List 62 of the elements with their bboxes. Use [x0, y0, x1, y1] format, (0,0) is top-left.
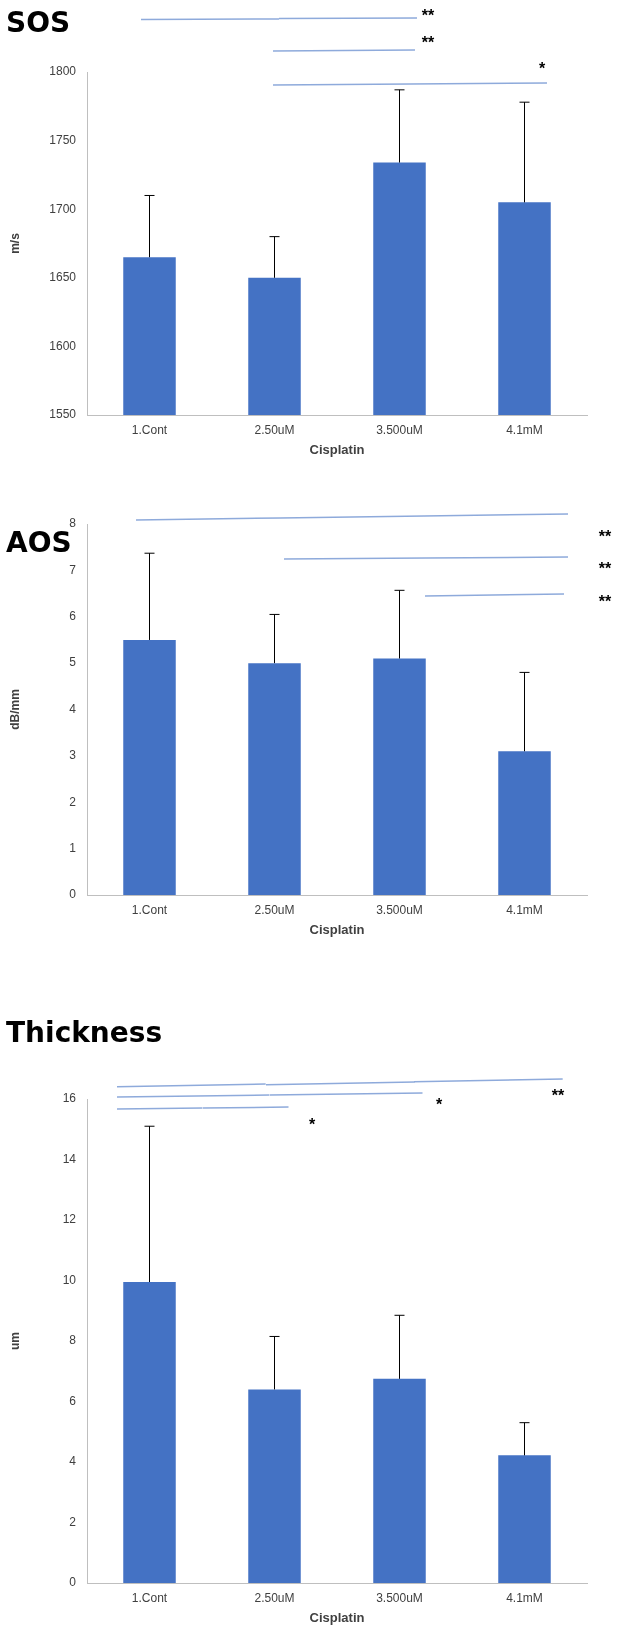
- y-tick-label: 1650: [49, 270, 77, 285]
- bar: [248, 663, 301, 895]
- x-tick-label: 4.1mM: [506, 902, 543, 917]
- x-axis-title: Cisplatin: [309, 1609, 365, 1625]
- x-axis-title: Cisplatin: [309, 441, 365, 457]
- x-axis-title: Cisplatin: [309, 921, 365, 937]
- y-tick-label: 7: [69, 562, 77, 577]
- y-tick-label: 1700: [49, 201, 77, 216]
- annotation: *: [435, 1096, 443, 1114]
- annotation: *: [308, 1116, 316, 1134]
- y-tick-label: 0: [69, 887, 77, 902]
- y-tick-label: 16: [62, 1091, 77, 1106]
- y-tick-label: 3: [69, 748, 77, 763]
- x-tick-label: 2.50uM: [254, 1590, 295, 1605]
- bar: [498, 1455, 551, 1583]
- text: **: [421, 34, 435, 52]
- x-tick-label: 3.500uM: [376, 422, 423, 437]
- y-tick-label: 4: [69, 701, 77, 716]
- x-tick-label: 3.500uM: [376, 1590, 423, 1605]
- x-tick-label: 4.1mM: [506, 1590, 543, 1605]
- y-tick-label: 2: [69, 794, 77, 809]
- x-tick-label: 1.Cont: [131, 422, 168, 437]
- annotation: *: [538, 60, 546, 78]
- x-tick-label: 1.Cont: [131, 902, 168, 917]
- chart-title: AOS: [6, 526, 72, 559]
- y-tick-label: 10: [62, 1272, 77, 1287]
- y-tick-label: 12: [62, 1212, 77, 1227]
- y-axis-title: dB/mm: [7, 689, 22, 730]
- bar: [123, 1282, 176, 1583]
- x-tick-label: 1.Cont: [131, 1590, 168, 1605]
- x-tick-label: 2.50uM: [254, 422, 295, 437]
- bar: [123, 639, 176, 895]
- y-tick-label: 6: [69, 1393, 77, 1408]
- chart-title: Thickness: [6, 1016, 163, 1049]
- chart-title: SOS: [6, 6, 71, 39]
- y-tick-label: 6: [69, 609, 77, 624]
- y-tick-label: 1550: [49, 407, 77, 422]
- y-tick-label: 4: [69, 1454, 77, 1469]
- bar: [498, 751, 551, 895]
- bar: [248, 1389, 301, 1583]
- y-tick-label: 1750: [49, 132, 77, 147]
- x-tick-label: 4.1mM: [506, 422, 543, 437]
- x-tick-label: 3.500uM: [376, 902, 423, 917]
- y-tick-label: 1: [69, 840, 77, 855]
- y-tick-label: 1600: [49, 338, 77, 353]
- bar: [373, 1378, 426, 1583]
- y-axis-title: um: [7, 1332, 22, 1350]
- y-tick-label: 0: [69, 1575, 77, 1590]
- y-tick-label: 1800: [49, 64, 77, 79]
- x-tick-label: 2.50uM: [254, 902, 295, 917]
- bar: [373, 658, 426, 895]
- y-tick-label: 8: [69, 516, 77, 531]
- text: **: [598, 593, 612, 611]
- text: **: [598, 528, 612, 546]
- y-axis-title: m/s: [7, 232, 22, 254]
- y-tick-label: 8: [69, 1333, 77, 1348]
- text: **: [598, 560, 612, 578]
- y-tick-label: 5: [69, 655, 77, 670]
- y-tick-label: 2: [69, 1514, 77, 1529]
- text: **: [421, 7, 435, 25]
- annotation: **: [551, 1087, 565, 1105]
- y-tick-label: 14: [62, 1151, 77, 1166]
